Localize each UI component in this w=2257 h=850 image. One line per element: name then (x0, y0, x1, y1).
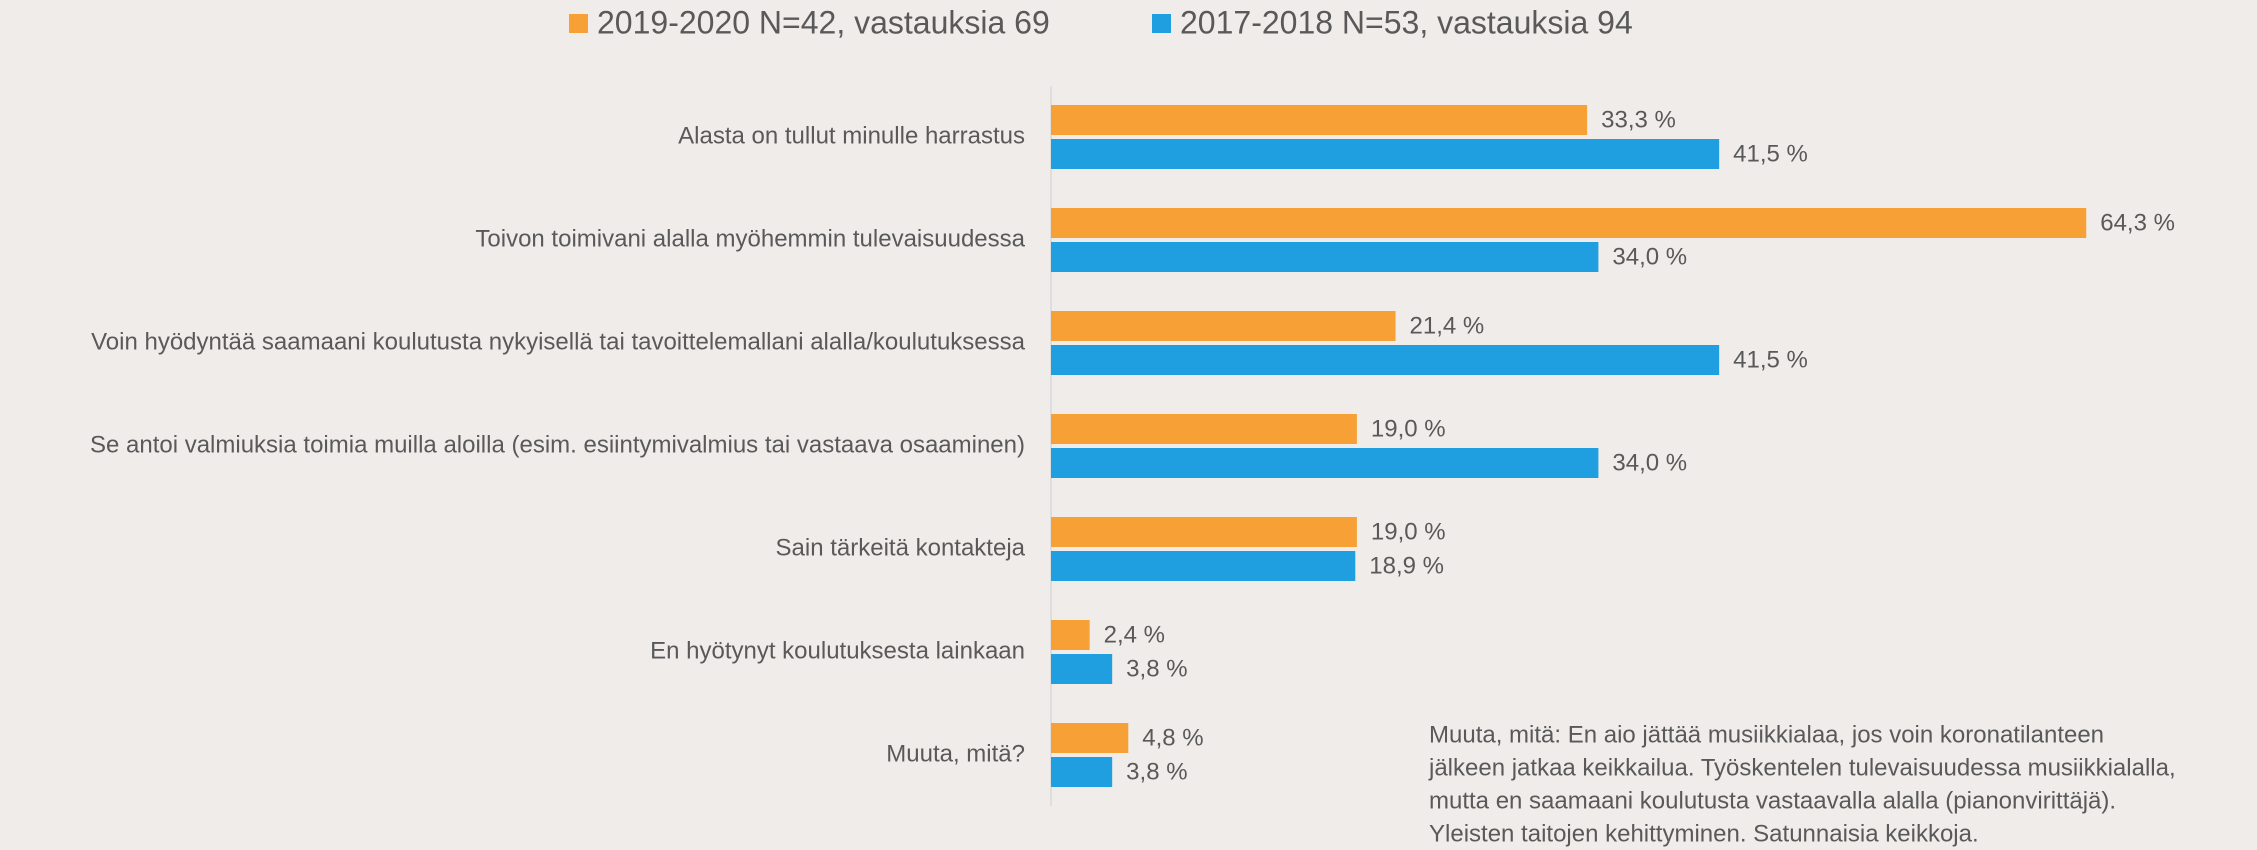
category-label: Sain tärkeitä kontakteja (776, 534, 1026, 561)
bar (1051, 654, 1113, 684)
value-label: 2,4 % (1104, 621, 1165, 648)
value-label: 19,0 % (1371, 415, 1446, 442)
category-label: Muuta, mitä? (886, 740, 1025, 767)
bar (1051, 757, 1113, 787)
value-label: 4,8 % (1142, 724, 1203, 751)
value-label: 41,5 % (1733, 346, 1808, 373)
value-label: 34,0 % (1612, 449, 1687, 476)
category-label: Alasta on tullut minulle harrastus (678, 122, 1025, 149)
value-label: 64,3 % (2100, 209, 2175, 236)
category-label: Se antoi valmiuksia toimia muilla aloill… (90, 431, 1025, 458)
legend-label: 2017-2018 N=53, vastauksia 94 (1180, 4, 1633, 40)
annotation-line: Muuta, mitä: En aio jättää musiikkialaa,… (1429, 721, 2104, 748)
bar (1051, 448, 1599, 478)
legend-swatch (569, 14, 588, 33)
bar (1051, 723, 1129, 753)
bar (1051, 208, 2087, 238)
bar (1051, 620, 1090, 650)
legend-label: 2019-2020 N=42, vastauksia 69 (597, 4, 1050, 40)
value-label: 3,8 % (1126, 758, 1187, 785)
bar (1051, 311, 1396, 341)
value-label: 33,3 % (1601, 106, 1676, 133)
annotation-line: mutta en saamaani koulutusta vastaavalla… (1429, 787, 2116, 814)
value-label: 41,5 % (1733, 140, 1808, 167)
value-label: 21,4 % (1410, 312, 1485, 339)
legend-swatch (1152, 14, 1171, 33)
bar (1051, 414, 1357, 444)
bar (1051, 551, 1356, 581)
bar (1051, 345, 1720, 375)
bar (1051, 139, 1720, 169)
bar (1051, 242, 1599, 272)
category-label: Voin hyödyntää saamaani koulutusta nykyi… (91, 328, 1026, 355)
category-label: Toivon toimivani alalla myöhemmin tuleva… (475, 225, 1025, 252)
value-label: 3,8 % (1126, 655, 1187, 682)
bar (1051, 105, 1588, 135)
annotation-line: jälkeen jatkaa keikkailua. Työskentelen … (1428, 754, 2176, 781)
value-label: 34,0 % (1612, 243, 1687, 270)
bar (1051, 517, 1357, 547)
value-label: 18,9 % (1369, 552, 1444, 579)
category-label: En hyötynyt koulutuksesta lainkaan (650, 637, 1025, 664)
annotation-line: Yleisten taitojen kehittyminen. Satunnai… (1429, 820, 1979, 847)
value-label: 19,0 % (1371, 518, 1446, 545)
